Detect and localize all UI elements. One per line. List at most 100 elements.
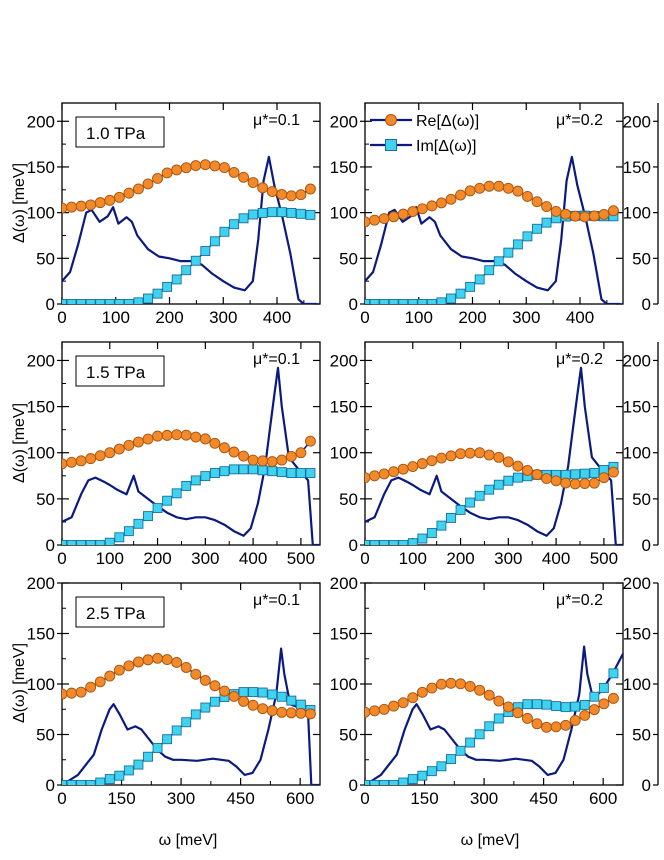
im-point — [76, 540, 87, 545]
x-tick-label: 300 — [167, 789, 195, 808]
re-point — [190, 431, 202, 443]
im-line — [365, 214, 614, 304]
re-point — [180, 162, 192, 174]
im-point — [560, 702, 571, 713]
third-col-tick-label: 50 — [632, 490, 651, 509]
re-point — [550, 475, 562, 487]
re-point — [266, 186, 278, 198]
re-point — [295, 447, 307, 459]
im-point — [465, 497, 476, 508]
y-tick-label: 50 — [36, 490, 55, 509]
re-point — [161, 654, 173, 665]
x-tick-label: 500 — [287, 549, 315, 568]
re-point — [85, 453, 97, 465]
re-point — [512, 460, 524, 472]
re-point — [247, 699, 259, 711]
x-tick-label: 200 — [446, 549, 474, 568]
im-point — [493, 479, 504, 490]
re-point — [493, 695, 505, 707]
re-point — [365, 216, 371, 228]
im-point — [114, 532, 125, 543]
im-point — [248, 464, 259, 475]
panel-frame — [364, 582, 624, 786]
im-line — [62, 211, 311, 304]
mu-label: μ*=0.1 — [253, 592, 300, 609]
x-tick-label: 100 — [102, 308, 130, 327]
y-tick-label: 50 — [339, 726, 358, 745]
y-tick-label: 100 — [27, 204, 55, 223]
x-tick-label: 150 — [410, 789, 438, 808]
im-point — [436, 761, 447, 772]
re-point — [521, 712, 533, 724]
third-col-tick-label: 0 — [642, 536, 651, 555]
y-axis-title-row-0: Δ(ω) [meV] — [11, 163, 28, 243]
im-point — [66, 299, 77, 304]
im-point — [369, 780, 380, 785]
im-point — [608, 668, 619, 679]
x-tick-label: 100 — [405, 308, 433, 327]
spectral-function-line — [365, 155, 621, 304]
re-point — [426, 682, 438, 694]
im-point — [305, 468, 316, 478]
x-tick-label: 400 — [239, 549, 267, 568]
re-point — [304, 708, 316, 720]
im-point — [369, 540, 380, 545]
re-point — [445, 450, 457, 462]
y-tick-label: 50 — [36, 249, 55, 268]
re-point — [560, 477, 572, 489]
third-col-tick-label: 200 — [623, 574, 651, 593]
re-point — [276, 706, 288, 718]
x-tick-label: 200 — [143, 549, 171, 568]
re-point — [152, 652, 164, 664]
im-point — [85, 540, 96, 545]
re-point — [104, 670, 116, 682]
re-point — [541, 201, 553, 212]
im-point — [162, 734, 173, 745]
im-point — [76, 299, 87, 304]
re-point — [378, 213, 390, 224]
x-tick-label: 200 — [155, 308, 183, 327]
im-point — [398, 299, 409, 304]
third-col-tick-label: 50 — [632, 726, 651, 745]
legend-re-marker — [385, 114, 397, 126]
y-tick-label: 150 — [27, 398, 55, 417]
re-point — [550, 721, 562, 733]
im-point — [248, 209, 259, 220]
re-point — [257, 703, 269, 715]
re-point — [435, 678, 447, 690]
y-tick-label: 150 — [330, 158, 358, 177]
im-point — [379, 540, 390, 545]
third-col-tick-label: 150 — [623, 158, 651, 177]
re-point — [75, 455, 87, 467]
re-point — [579, 478, 591, 489]
x-tick-label: 300 — [209, 308, 237, 327]
re-point — [455, 448, 467, 460]
re-point — [295, 189, 307, 201]
re-point — [407, 206, 419, 217]
re-point — [66, 456, 78, 468]
x-tick-label: 500 — [590, 549, 618, 568]
x-tick-label: 400 — [263, 308, 291, 327]
y-tick-label: 100 — [330, 675, 358, 694]
re-point — [464, 680, 476, 692]
im-point — [579, 468, 590, 479]
re-point — [493, 451, 505, 463]
im-point — [570, 701, 581, 712]
x-tick-label: 0 — [360, 308, 369, 327]
im-point — [62, 780, 67, 785]
re-point — [171, 429, 183, 441]
re-point — [579, 709, 591, 721]
re-point — [285, 707, 297, 719]
im-point — [455, 745, 466, 756]
mu-label: μ*=0.1 — [253, 351, 300, 368]
re-point — [75, 200, 87, 212]
im-point — [503, 475, 514, 486]
im-point — [379, 780, 390, 785]
re-point — [607, 466, 619, 478]
im-point — [426, 299, 437, 304]
third-col-tick-label: 0 — [642, 295, 651, 314]
re-point — [132, 183, 144, 195]
third-col-tick-label: 50 — [632, 249, 651, 268]
im-point — [181, 717, 192, 728]
